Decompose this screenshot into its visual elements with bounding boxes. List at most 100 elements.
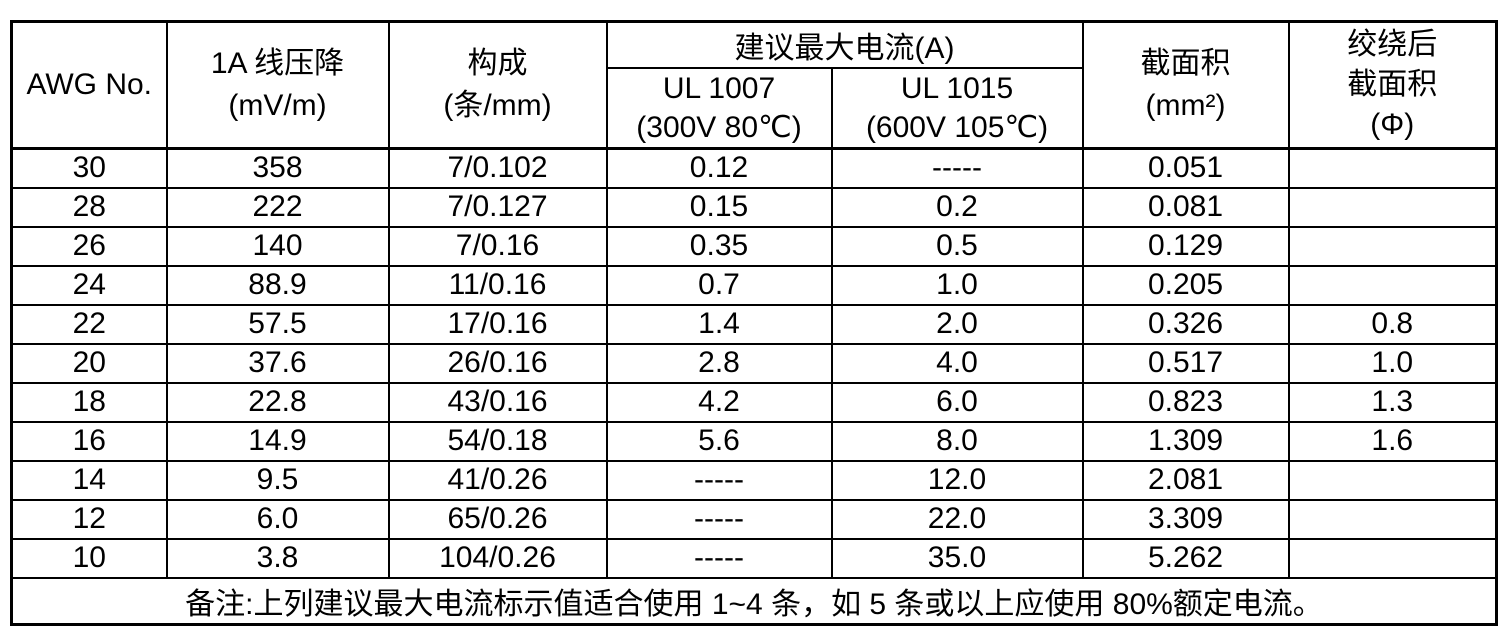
cell-ul1015: 6.0 — [830, 381, 1084, 423]
cell-construction: 65/0.26 — [387, 498, 608, 540]
cell-awg: 22 — [10, 303, 168, 345]
header-construction-line1: 构成 — [467, 47, 528, 80]
table-row: 12 6.0 65/0.26 ----- 22.0 3.309 — [10, 498, 1498, 540]
cell-ul1015: ----- — [830, 147, 1084, 189]
cell-ul1007: 0.15 — [605, 186, 833, 228]
cell-drop: 9.5 — [165, 459, 390, 501]
header-row-group: AWG No. 1A 线压降 (mV/m) 构成 (条/mm) 建议最大电流(A… — [10, 20, 1498, 150]
table-row: 14 9.5 41/0.26 ----- 12.0 2.081 — [10, 459, 1498, 501]
cell-awg: 20 — [10, 342, 168, 384]
header-construction: 构成 (条/mm) — [387, 20, 608, 150]
cell-awg: 12 — [10, 498, 168, 540]
cell-ul1015: 12.0 — [830, 459, 1084, 501]
cell-construction: 7/0.127 — [387, 186, 608, 228]
table-row: 18 22.8 43/0.16 4.2 6.0 0.823 1.3 — [10, 381, 1498, 423]
cell-twisted — [1287, 186, 1498, 228]
header-ul1015-line2: (600V 105℃) — [865, 111, 1049, 144]
cell-construction: 26/0.16 — [387, 342, 608, 384]
header-voltage-drop: 1A 线压降 (mV/m) — [165, 20, 390, 150]
cell-awg: 30 — [10, 147, 168, 189]
cell-twisted — [1287, 498, 1498, 540]
cell-awg: 16 — [10, 420, 168, 462]
cell-ul1007: 0.7 — [605, 264, 833, 306]
cell-drop: 358 — [165, 147, 390, 189]
header-awg: AWG No. — [10, 20, 168, 150]
cell-ul1015: 0.5 — [830, 225, 1084, 267]
header-voltage-drop-line1: 1A 线压降 — [210, 47, 345, 80]
cell-drop: 57.5 — [165, 303, 390, 345]
cell-construction: 41/0.26 — [387, 459, 608, 501]
cell-twisted: 1.0 — [1287, 342, 1498, 384]
cell-area: 0.081 — [1081, 186, 1290, 228]
cell-drop: 222 — [165, 186, 390, 228]
cell-ul1007: 2.8 — [605, 342, 833, 384]
cell-construction: 43/0.16 — [387, 381, 608, 423]
cell-construction: 7/0.102 — [387, 147, 608, 189]
table-row: 30 358 7/0.102 0.12 ----- 0.051 — [10, 147, 1498, 189]
header-max-current-group: 建议最大电流(A) — [605, 20, 1084, 69]
cell-area: 3.309 — [1081, 498, 1290, 540]
header-construction-line2: (条/mm) — [443, 89, 552, 122]
cell-awg: 28 — [10, 186, 168, 228]
header-voltage-drop-line2: (mV/m) — [228, 89, 327, 122]
cell-ul1007: 0.12 — [605, 147, 833, 189]
cell-awg: 10 — [10, 537, 168, 579]
wire-gauge-table: AWG No. 1A 线压降 (mV/m) 构成 (条/mm) 建议最大电流(A… — [10, 20, 1498, 626]
cell-awg: 14 — [10, 459, 168, 501]
cell-twisted: 1.6 — [1287, 420, 1498, 462]
header-twisted-line2: 截面积 — [1347, 68, 1438, 101]
cell-ul1015: 22.0 — [830, 498, 1084, 540]
cell-drop: 140 — [165, 225, 390, 267]
header-ul1007-line1: UL 1007 — [662, 72, 776, 105]
cell-awg: 24 — [10, 264, 168, 306]
cell-ul1015: 35.0 — [830, 537, 1084, 579]
cell-drop: 88.9 — [165, 264, 390, 306]
cell-ul1007: ----- — [605, 459, 833, 501]
cell-area: 0.205 — [1081, 264, 1290, 306]
cell-area: 1.309 — [1081, 420, 1290, 462]
cell-ul1007: 0.35 — [605, 225, 833, 267]
table-row: 16 14.9 54/0.18 5.6 8.0 1.309 1.6 — [10, 420, 1498, 462]
cell-construction: 11/0.16 — [387, 264, 608, 306]
cell-area: 0.129 — [1081, 225, 1290, 267]
table-row: 28 222 7/0.127 0.15 0.2 0.081 — [10, 186, 1498, 228]
cell-ul1007: 1.4 — [605, 303, 833, 345]
footnote: 备注:上列建议最大电流标示值适合使用 1~4 条，如 5 条或以上应使用 80%… — [10, 576, 1498, 625]
cell-ul1007: 5.6 — [605, 420, 833, 462]
cell-ul1015: 4.0 — [830, 342, 1084, 384]
header-ul1007: UL 1007 (300V 80℃) — [605, 67, 833, 150]
header-ul1007-line2: (300V 80℃) — [636, 111, 802, 144]
cell-drop: 37.6 — [165, 342, 390, 384]
cell-area: 0.517 — [1081, 342, 1290, 384]
cell-construction: 7/0.16 — [387, 225, 608, 267]
cell-twisted — [1287, 537, 1498, 579]
cell-drop: 6.0 — [165, 498, 390, 540]
cell-twisted: 1.3 — [1287, 381, 1498, 423]
cell-drop: 3.8 — [165, 537, 390, 579]
cell-drop: 22.8 — [165, 381, 390, 423]
cell-ul1007: ----- — [605, 498, 833, 540]
cell-construction: 104/0.26 — [387, 537, 608, 579]
table-row: 20 37.6 26/0.16 2.8 4.0 0.517 1.0 — [10, 342, 1498, 384]
cell-area: 0.326 — [1081, 303, 1290, 345]
cell-ul1007: 4.2 — [605, 381, 833, 423]
cell-awg: 18 — [10, 381, 168, 423]
cell-twisted — [1287, 147, 1498, 189]
cell-ul1007: ----- — [605, 537, 833, 579]
table-row: 22 57.5 17/0.16 1.4 2.0 0.326 0.8 — [10, 303, 1498, 345]
header-ul1015: UL 1015 (600V 105℃) — [830, 67, 1084, 150]
cell-twisted — [1287, 264, 1498, 306]
header-cross-section: 截面积 (mm²) — [1081, 20, 1290, 150]
cell-area: 0.823 — [1081, 381, 1290, 423]
cell-ul1015: 8.0 — [830, 420, 1084, 462]
header-twisted-area: 绞绕后 截面积 (Φ) — [1287, 20, 1498, 150]
header-cross-section-line1: 截面积 — [1140, 47, 1231, 80]
cell-twisted — [1287, 225, 1498, 267]
header-awg-label: AWG No. — [26, 68, 153, 101]
header-ul1015-line1: UL 1015 — [900, 72, 1014, 105]
cell-construction: 17/0.16 — [387, 303, 608, 345]
cell-area: 2.081 — [1081, 459, 1290, 501]
cell-ul1015: 2.0 — [830, 303, 1084, 345]
cell-drop: 14.9 — [165, 420, 390, 462]
